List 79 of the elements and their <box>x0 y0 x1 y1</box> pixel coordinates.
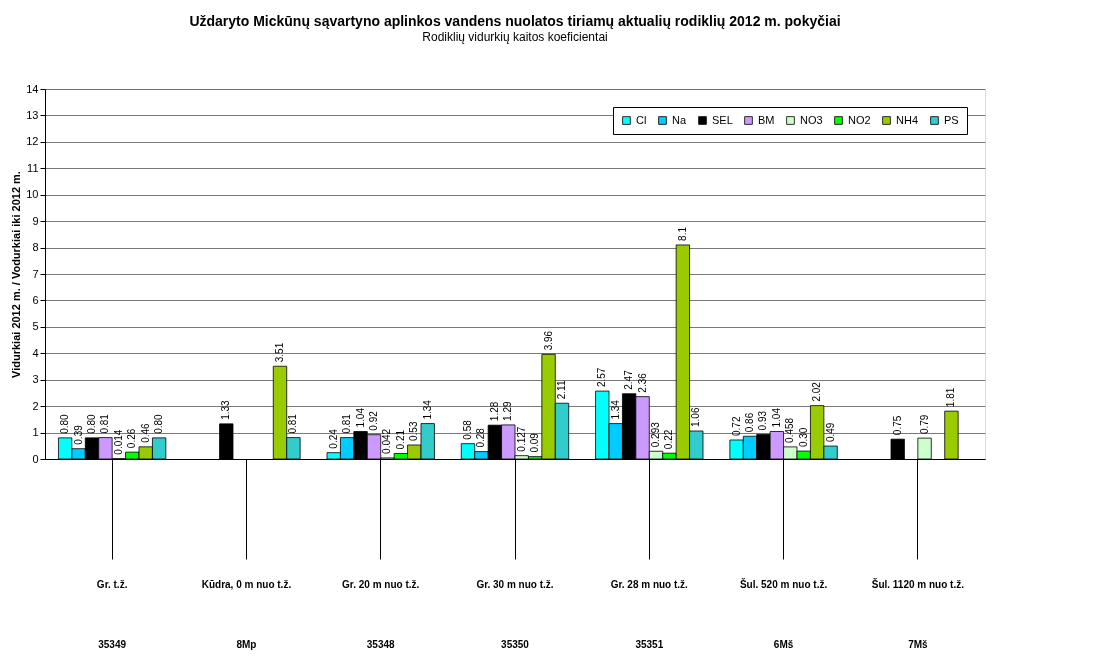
legend-label: PS <box>944 113 959 126</box>
y-axis-title: Vidurkiai 2012 m. / Vodurkiai iki 2012 m. <box>10 171 23 378</box>
data-label: 3.51 <box>274 342 285 363</box>
data-label: 0.458 <box>784 417 796 443</box>
category-label: Šul. 1120 m nuo t.ž. 7Mš <box>871 578 964 650</box>
y-tick-label: 14 <box>26 82 39 95</box>
category-label: Gr. t.ž. 35349 <box>96 578 128 650</box>
data-label: 1.04 <box>354 407 366 428</box>
data-label: 1.34 <box>421 399 433 420</box>
data-label: 0.80 <box>153 413 165 434</box>
y-tick-label: 7 <box>32 267 39 280</box>
y-tick-label: 1 <box>32 426 39 439</box>
data-label: 0.81 <box>287 413 299 434</box>
data-label: 0.49 <box>824 422 836 443</box>
data-label: 0.86 <box>744 412 755 433</box>
legend-label: NO2 <box>848 113 871 126</box>
data-label: 0.58 <box>462 419 473 440</box>
y-tick-label: 6 <box>32 293 39 306</box>
category-label: Kūdra, 0 m nuo t.ž. 8Mp <box>201 578 292 650</box>
data-label: 1.33 <box>220 399 232 420</box>
data-label: 8.1 <box>676 226 688 241</box>
data-label: 0.014 <box>112 429 124 455</box>
data-label: 1.06 <box>690 407 702 427</box>
category-label: Šul. 520 m nuo t.ž. 6Mš <box>739 578 828 650</box>
y-tick-label: 3 <box>32 373 39 386</box>
legend-label: NH4 <box>896 113 919 126</box>
data-label: 0.26 <box>126 428 138 449</box>
category-label: Gr. 30 m nuo t.ž. 35350 <box>476 578 554 650</box>
data-label: 0.21 <box>394 429 406 450</box>
data-label: 0.93 <box>757 410 769 431</box>
y-tick-label: 8 <box>32 241 39 254</box>
data-label: 2.02 <box>811 381 823 402</box>
data-label: 0.22 <box>663 429 675 450</box>
legend-label: SEL <box>712 113 733 126</box>
data-label: 0.042 <box>381 428 393 454</box>
data-label: 0.46 <box>139 422 151 443</box>
data-label: 0.24 <box>327 428 339 449</box>
data-label: 2.57 <box>596 367 608 388</box>
data-label: 0.80 <box>59 413 71 434</box>
data-label: 1.81 <box>945 387 957 408</box>
data-label: 0.293 <box>650 421 661 448</box>
data-label: 1.28 <box>488 401 500 422</box>
data-label: 0.79 <box>918 414 930 435</box>
data-label: 0.30 <box>797 427 809 448</box>
y-tick-label: 0 <box>32 452 39 465</box>
data-label: 0.127 <box>515 426 527 452</box>
y-tick-label: 4 <box>32 346 39 359</box>
data-label: 0.81 <box>99 413 111 434</box>
y-tick-label: 5 <box>32 320 39 333</box>
y-tick-label: 11 <box>27 161 39 174</box>
category-label: Gr. 20 m nuo t.ž. 35348 <box>342 578 420 650</box>
y-tick-label: 12 <box>26 135 39 148</box>
legend-label: BM <box>758 113 775 126</box>
y-tick-label: 10 <box>26 188 39 201</box>
chart-subtitle: Rodiklių vidurkių kaitos koeficientai <box>422 30 608 44</box>
legend-label: Cl <box>636 113 647 126</box>
y-tick-label: 9 <box>32 214 39 227</box>
y-tick-label: 2 <box>32 399 39 412</box>
data-label: 0.75 <box>891 415 903 436</box>
data-label: 0.09 <box>529 432 541 453</box>
data-label: 3.96 <box>542 330 554 351</box>
data-label: 0.72 <box>730 416 742 436</box>
data-label: 0.92 <box>368 410 379 431</box>
legend-label: NO3 <box>800 113 823 126</box>
data-label: 0.80 <box>86 413 97 434</box>
data-label: 1.34 <box>609 399 621 420</box>
data-label: 2.47 <box>623 369 635 390</box>
legend-label: Na <box>672 113 687 126</box>
data-label: 2.11 <box>556 380 567 400</box>
y-tick-label: 13 <box>26 108 39 121</box>
data-label: 1.29 <box>502 401 514 421</box>
data-label: 0.53 <box>408 421 420 441</box>
category-label: Gr. 28 m nuo t.ž. 35351 <box>610 578 688 650</box>
data-label: 2.36 <box>636 372 648 393</box>
data-label: 0.81 <box>341 413 353 434</box>
chart-title: Uždaryto Mickūnų sąvartyno aplinkos vandens nuolatos tiriamų aktualių rodiklių 2012 m. pokyčiai <box>189 13 841 29</box>
data-label: 1.04 <box>770 407 782 428</box>
data-label: 0.39 <box>72 424 84 445</box>
data-label: 0.28 <box>475 427 487 448</box>
